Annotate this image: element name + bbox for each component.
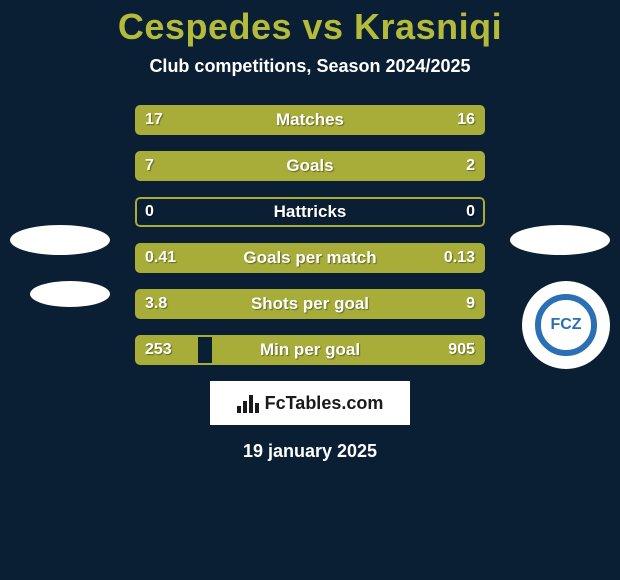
stat-row: 7Goals2 [135, 151, 485, 181]
brand-text: FcTables.com [265, 393, 384, 414]
stat-label: Goals per match [135, 243, 485, 273]
stat-value-right: 905 [448, 335, 475, 365]
stat-row: 0.41Goals per match0.13 [135, 243, 485, 273]
bars-icon [237, 393, 259, 413]
stat-row: 17Matches16 [135, 105, 485, 135]
stat-value-right: 16 [457, 105, 475, 135]
stat-value-right: 2 [466, 151, 475, 181]
page-title: Cespedes vs Krasniqi [0, 0, 620, 48]
stat-value-right: 0.13 [444, 243, 475, 273]
brand-badge: FcTables.com [210, 381, 410, 425]
stat-label: Goals [135, 151, 485, 181]
page-subtitle: Club competitions, Season 2024/2025 [0, 56, 620, 77]
comparison-infographic: Cespedes vs Krasniqi Club competitions, … [0, 0, 620, 580]
stat-row: 253Min per goal905 [135, 335, 485, 365]
stat-bars: 17Matches16 7Goals2 0Hattricks0 0.41Goals p… [135, 105, 485, 365]
stat-value-right: 9 [466, 289, 475, 319]
club-badge: FCZ [522, 281, 610, 369]
stat-label: Min per goal [135, 335, 485, 365]
compare-area: FCZ 17Matches16 7Goals2 0Hattricks0 0.41Goa… [0, 105, 620, 365]
stat-row: 3.8Shots per goal9 [135, 289, 485, 319]
stat-label: Hattricks [135, 197, 485, 227]
left-ellipse-1 [10, 225, 110, 255]
stat-row: 0Hattricks0 [135, 197, 485, 227]
date-line: 19 january 2025 [0, 441, 620, 462]
stat-label: Matches [135, 105, 485, 135]
stat-value-right: 0 [466, 197, 475, 227]
club-badge-text: FCZ [535, 294, 597, 356]
left-ellipse-2 [30, 281, 110, 307]
right-ellipse [510, 225, 610, 255]
stat-label: Shots per goal [135, 289, 485, 319]
